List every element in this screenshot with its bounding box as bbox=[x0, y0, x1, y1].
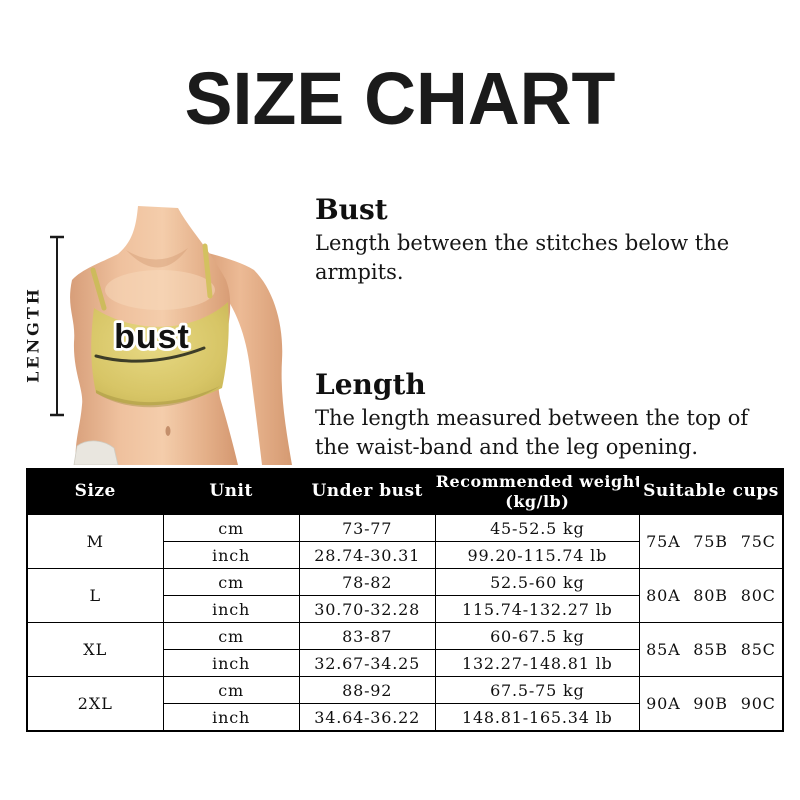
cell-under-bust: 78-82 bbox=[298, 568, 436, 596]
table-row-2xl-inch: inch 34.64-36.22 148.81-165.34 lb bbox=[27, 703, 783, 732]
length-definition-block: Length The length measured between the t… bbox=[315, 368, 780, 461]
col-header-under-bust: Under bust bbox=[298, 468, 436, 515]
bra-underbust-shadow bbox=[96, 386, 220, 408]
table-row-l-cm: L cm 78-82 52.5-60 kg 80A 80B 80C bbox=[26, 568, 784, 623]
table-row-m-inch: inch 28.74-30.31 99.20-115.74 lb bbox=[27, 541, 783, 569]
cell-under-bust: 28.74-30.31 bbox=[298, 541, 436, 569]
col-header-weight: Recommended weight (kg/lb) bbox=[434, 468, 640, 515]
cell-cups-m: 75A 75B 75C bbox=[638, 514, 784, 569]
cell-unit: inch bbox=[162, 703, 300, 732]
neck-shadow bbox=[126, 248, 188, 268]
bra-strap-left bbox=[90, 267, 107, 311]
navel-mark bbox=[165, 426, 171, 436]
length-description: The length measured between the top of t… bbox=[315, 406, 749, 459]
cell-unit: cm bbox=[162, 676, 300, 704]
length-axis-label: LENGTH bbox=[23, 286, 43, 383]
cell-unit: cm bbox=[162, 622, 300, 650]
panty-shape bbox=[73, 440, 119, 465]
table-row-l-inch: inch 30.70-32.28 115.74-132.27 lb bbox=[27, 595, 783, 623]
cell-cups-xl: 85A 85B 85C bbox=[638, 622, 784, 677]
bust-definition-block: Bust Length between the stitches below t… bbox=[315, 193, 780, 286]
table-row-m-cm: M cm 73-77 45-52.5 kg 75A 75B 75C bbox=[26, 514, 784, 569]
col-header-weight-line2: (kg/lb) bbox=[505, 492, 570, 511]
bust-label: bust bbox=[114, 318, 190, 356]
bust-measure-curve bbox=[94, 346, 206, 363]
cell-under-bust: 32.67-34.25 bbox=[298, 649, 436, 677]
cell-unit: cm bbox=[162, 514, 300, 542]
model-torso-illustration: bust bbox=[70, 206, 292, 465]
bra-shape bbox=[91, 302, 229, 406]
cell-weight: 132.27-148.81 lb bbox=[434, 649, 640, 677]
bra-strap-right bbox=[202, 243, 213, 299]
cell-weight: 45-52.5 kg bbox=[434, 514, 640, 542]
cell-unit: inch bbox=[162, 649, 300, 677]
page-title: SIZE CHART bbox=[184, 57, 616, 140]
cell-size-xl: XL bbox=[26, 622, 164, 677]
cell-size-2xl: 2XL bbox=[26, 676, 164, 732]
cell-under-bust: 83-87 bbox=[298, 622, 436, 650]
cell-cups-2xl: 90A 90B 90C bbox=[638, 676, 784, 732]
bust-heading: Bust bbox=[315, 193, 388, 226]
cell-unit: cm bbox=[162, 568, 300, 596]
cell-weight: 60-67.5 kg bbox=[434, 622, 640, 650]
length-heading: Length bbox=[315, 368, 426, 401]
table-row-xl-inch: inch 32.67-34.25 132.27-148.81 lb bbox=[27, 649, 783, 677]
chest-highlight bbox=[105, 270, 215, 310]
cell-under-bust: 30.70-32.28 bbox=[298, 595, 436, 623]
cell-cups-l: 80A 80B 80C bbox=[638, 568, 784, 623]
col-header-weight-line1: Recommended weight bbox=[435, 472, 640, 491]
size-table: Size Unit Under bust Recommended weight … bbox=[26, 468, 784, 732]
table-row-xl-cm: XL cm 83-87 60-67.5 kg 85A 85B 85C bbox=[26, 622, 784, 677]
cell-size-l: L bbox=[26, 568, 164, 623]
cell-weight: 115.74-132.27 lb bbox=[434, 595, 640, 623]
cell-unit: inch bbox=[162, 595, 300, 623]
cell-under-bust: 34.64-36.22 bbox=[298, 703, 436, 732]
cell-weight: 148.81-165.34 lb bbox=[434, 703, 640, 732]
cell-size-m: M bbox=[26, 514, 164, 569]
cell-weight: 67.5-75 kg bbox=[434, 676, 640, 704]
col-header-size: Size bbox=[26, 468, 164, 515]
col-header-cups: Suitable cups bbox=[638, 468, 784, 515]
cell-weight: 52.5-60 kg bbox=[434, 568, 640, 596]
measurement-figure: LENGTH bbox=[0, 185, 320, 470]
table-header-row: Size Unit Under bust Recommended weight … bbox=[26, 468, 784, 515]
cell-under-bust: 73-77 bbox=[298, 514, 436, 542]
length-measure-line-icon bbox=[50, 235, 64, 417]
arm-shape bbox=[188, 248, 292, 465]
bust-description: Length between the stitches below the ar… bbox=[315, 231, 730, 284]
col-header-unit: Unit bbox=[162, 468, 300, 515]
table-row-2xl-cm: 2XL cm 88-92 67.5-75 kg 90A 90B 90C bbox=[26, 676, 784, 732]
cell-unit: inch bbox=[162, 541, 300, 569]
cell-weight: 99.20-115.74 lb bbox=[434, 541, 640, 569]
cell-under-bust: 88-92 bbox=[298, 676, 436, 704]
